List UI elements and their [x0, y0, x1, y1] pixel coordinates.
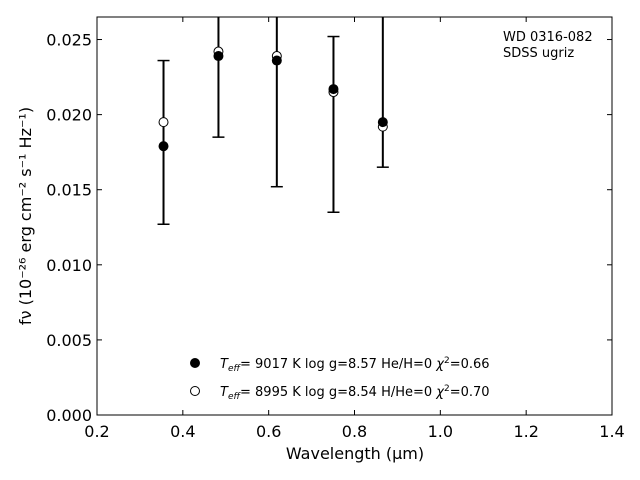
annotation-survey: SDSS ugriz	[503, 46, 574, 61]
y-tick-label: 0.005	[46, 331, 92, 350]
plot-frame	[96, 16, 613, 416]
y-axis: 0.000 0.005 0.010 0.015 0.020 0.025	[46, 31, 612, 425]
data-point-filled	[213, 51, 224, 62]
legend-marker-filled	[190, 358, 200, 368]
data-point-filled	[271, 55, 282, 66]
x-tick-label: 0.6	[256, 422, 281, 441]
legend-entry-2: Teff= 8995 K log g=8.54 H/He=0 χ2=0.70	[220, 384, 490, 402]
y-tick-label: 0.025	[46, 31, 92, 50]
data-point-filled	[328, 84, 339, 95]
x-axis: 0.2 0.4 0.6 0.8 1.0 1.2 1.4	[84, 17, 625, 441]
data-point-filled	[377, 117, 388, 128]
errorbar-layer	[157, 17, 389, 226]
y-axis-label: fν (10⁻²⁶ erg cm⁻² s⁻¹ Hz⁻¹)	[16, 107, 35, 325]
legend-entry-1: Teff= 9017 K log g=8.57 He/H=0 χ2=0.66	[220, 356, 490, 374]
x-tick-label: 0.4	[170, 422, 195, 441]
x-tick-label: 1.4	[599, 422, 624, 441]
x-tick-label: 0.8	[342, 422, 367, 441]
point-layer	[158, 46, 388, 152]
data-point-open	[158, 117, 169, 128]
x-tick-label: 1.2	[513, 422, 538, 441]
y-tick-label: 0.020	[46, 106, 92, 125]
data-point-filled	[158, 141, 169, 152]
legend: Teff= 9017 K log g=8.57 He/H=0 χ2=0.66 T…	[190, 356, 490, 402]
legend-marker-open	[190, 386, 200, 396]
y-tick-label: 0.010	[46, 256, 92, 275]
annotation-object: WD 0316-082	[503, 30, 593, 45]
x-axis-label: Wavelength (μm)	[286, 444, 424, 463]
x-tick-label: 0.2	[84, 422, 109, 441]
y-tick-label: 0.015	[46, 181, 92, 200]
x-tick-label: 1.0	[428, 422, 453, 441]
y-tick-label: 0.000	[46, 406, 92, 425]
